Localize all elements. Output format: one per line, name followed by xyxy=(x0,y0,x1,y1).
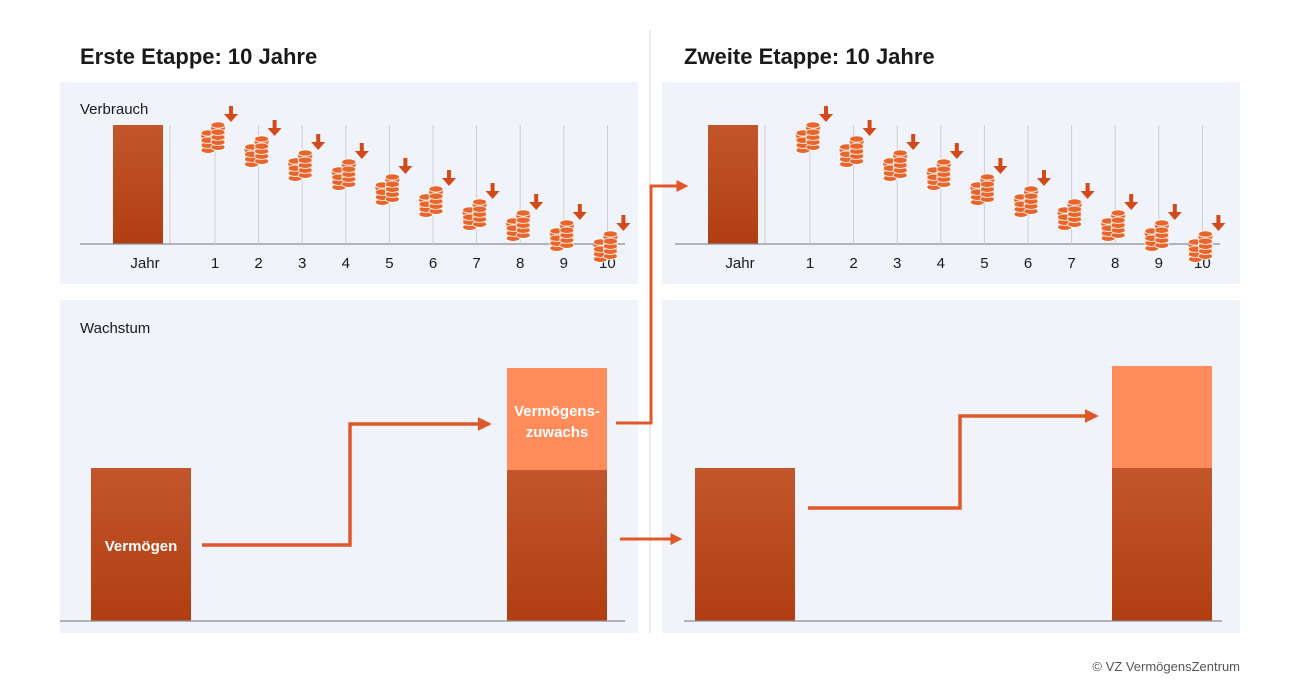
initial-consumption-bar xyxy=(708,125,758,244)
consumption-label: Verbrauch xyxy=(80,101,148,118)
coin-stacks xyxy=(331,158,357,191)
coin-stacks xyxy=(549,219,575,252)
down-arrow-icon xyxy=(398,158,413,174)
copyright-text: © VZ VermögensZentrum xyxy=(1092,659,1240,674)
year-axis-label: Jahr xyxy=(725,255,754,272)
year-tick-label: 6 xyxy=(1024,255,1032,272)
down-arrow-icon xyxy=(993,158,1008,174)
year-tick-label: 6 xyxy=(429,255,437,272)
down-arrow-icon xyxy=(1037,170,1051,186)
year-tick-label: 9 xyxy=(1155,255,1163,272)
coin-stacks xyxy=(970,173,995,206)
consumption-panel-stage2 xyxy=(662,82,1240,284)
down-arrow-icon xyxy=(529,194,544,210)
consumption-chart-stage2: Jahr 1 2 3 4 5 6 7 8 9 10 xyxy=(675,106,1226,272)
stage1-title: Erste Etappe: 10 Jahre xyxy=(80,44,317,69)
down-arrow-icon xyxy=(949,143,964,159)
year-tick-label: 2 xyxy=(254,255,262,272)
year-tick-label: 5 xyxy=(385,255,393,272)
wealth-growth-segment-stage2 xyxy=(1112,366,1212,468)
down-arrow-icon xyxy=(616,215,631,231)
coin-stacks xyxy=(882,149,908,182)
wealth-bar-stage2-start xyxy=(695,468,795,621)
transfer-arrow-consumption xyxy=(616,180,689,425)
down-arrow-icon xyxy=(1124,194,1139,210)
year-tick-label: 5 xyxy=(980,255,988,272)
consumption-chart-stage1: Jahr 1 2 3 4 5 6 7 8 9 10 xyxy=(80,106,631,272)
year-tick-label: 4 xyxy=(342,255,350,272)
wealth-bar-stage2-end-base xyxy=(1112,468,1212,621)
wealth-growth-label-line2: zuwachs xyxy=(526,424,589,441)
coin-stacks xyxy=(795,121,821,154)
year-tick-label: 8 xyxy=(516,255,524,272)
down-arrow-icon xyxy=(1080,183,1095,199)
down-arrow-icon xyxy=(862,120,877,136)
wealth-bar-stage1-end-base xyxy=(507,470,607,621)
coin-stacks xyxy=(244,135,270,168)
year-axis-label: Jahr xyxy=(130,255,159,272)
down-arrow-icon xyxy=(311,134,326,150)
coin-stacks xyxy=(462,198,488,231)
down-arrow-icon xyxy=(224,106,238,122)
down-arrow-icon xyxy=(906,134,921,150)
year-tick-label: 3 xyxy=(298,255,306,272)
year-tick-label: 7 xyxy=(472,255,480,272)
year-tick-label: 2 xyxy=(849,255,857,272)
year-tick-label: 1 xyxy=(806,255,814,272)
year-tick-label: 1 xyxy=(211,255,219,272)
growth-arrow-stage2 xyxy=(808,409,1099,510)
coin-stacks xyxy=(505,209,531,242)
down-arrow-icon xyxy=(485,183,500,199)
year-tick-label: 9 xyxy=(560,255,568,272)
coin-stacks xyxy=(1188,230,1213,263)
year-tick-label: 3 xyxy=(893,255,901,272)
year-tick-label: 7 xyxy=(1067,255,1075,272)
growth-arrow-stage1 xyxy=(202,417,492,547)
wealth-growth-segment-stage1 xyxy=(507,368,607,470)
coin-stacks xyxy=(200,121,226,154)
stage2-title: Zweite Etappe: 10 Jahre xyxy=(684,44,935,69)
coin-stacks xyxy=(593,230,618,263)
down-arrow-icon xyxy=(1167,204,1182,220)
coin-stacks xyxy=(374,173,400,206)
coin-stacks xyxy=(1144,219,1170,252)
down-arrow-icon xyxy=(354,143,369,159)
wealth-label: Vermögen xyxy=(105,538,178,555)
coin-stacks xyxy=(418,185,444,218)
growth-label: Wachstum xyxy=(80,320,150,337)
initial-consumption-bar xyxy=(113,125,163,244)
down-arrow-icon xyxy=(819,106,833,122)
coin-stacks xyxy=(926,158,952,191)
down-arrow-icon xyxy=(267,120,282,136)
coin-stacks xyxy=(1057,198,1082,231)
wealth-bar-stage1-start xyxy=(91,468,191,621)
coin-stacks xyxy=(287,149,313,182)
year-tick-label: 4 xyxy=(937,255,945,272)
wealth-growth-label-line1: Vermögens- xyxy=(514,403,600,420)
down-arrow-icon xyxy=(1211,215,1226,231)
down-arrow-icon xyxy=(442,170,456,186)
year-tick-label: 8 xyxy=(1111,255,1119,272)
coin-stacks xyxy=(1100,209,1126,242)
down-arrow-icon xyxy=(572,204,587,220)
coin-stacks xyxy=(839,135,864,168)
coin-stacks xyxy=(1013,185,1039,218)
